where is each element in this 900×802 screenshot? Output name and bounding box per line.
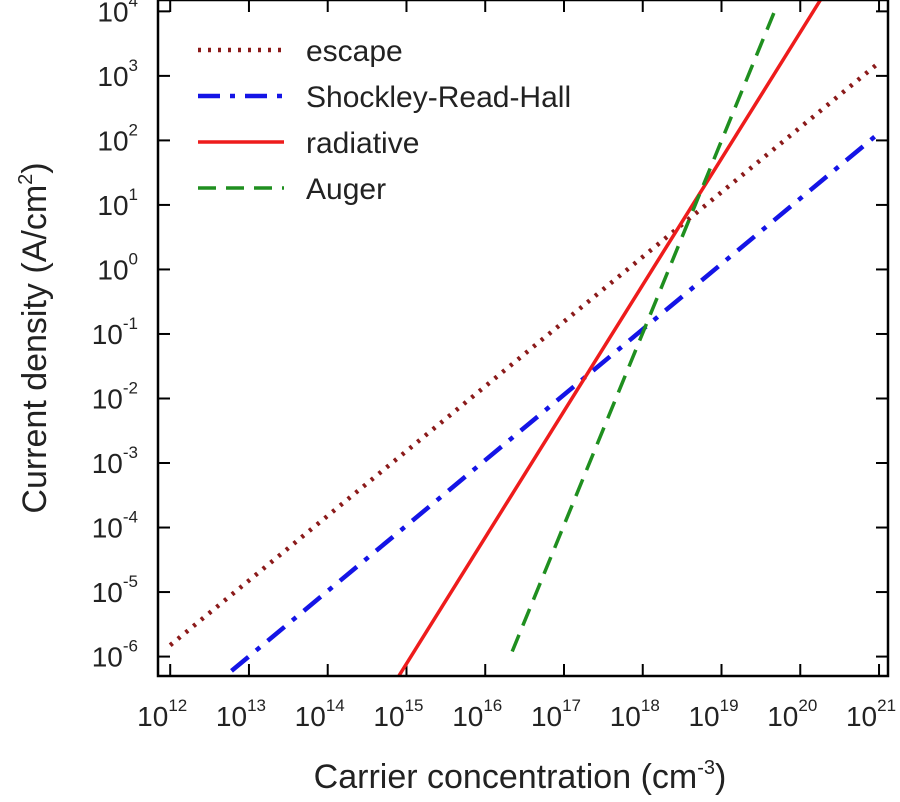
- y-tick-labels: 10-6 10-5 10-4 10-3 10-2 10-1 100 101 102 103 104: [92, 0, 138, 673]
- y-tick-label: 10-2: [92, 378, 138, 414]
- x-tick-label: 1021: [846, 696, 896, 732]
- series-line-radiative: [397, 0, 822, 676]
- x-tick-label: 1014: [295, 696, 345, 732]
- legend-label: Shockley-Read-Hall: [306, 81, 571, 114]
- plot-background: [158, 0, 888, 676]
- x-tick-label: 1019: [688, 696, 738, 732]
- x-tick-label: 1020: [767, 696, 817, 732]
- x-tick-label: 1015: [373, 696, 423, 732]
- y-tick-label: 102: [97, 120, 138, 156]
- series-lines: [168, 0, 881, 676]
- x-tick-label: 1013: [216, 696, 266, 732]
- x-axis-label: Carrier concentration (cm-3): [314, 757, 727, 796]
- legend-label: Auger: [306, 173, 386, 206]
- x-tick-label: 1017: [531, 696, 581, 732]
- legend-label: escape: [306, 35, 403, 68]
- y-tick-label: 101: [97, 185, 138, 221]
- y-tick-label: 10-5: [92, 572, 138, 608]
- y-tick-label: 10-1: [92, 314, 138, 350]
- legend-label: radiative: [306, 127, 419, 160]
- y-tick-label: 103: [97, 56, 138, 92]
- y-tick-label: 104: [97, 0, 138, 27]
- x-tick-label: 1016: [452, 696, 502, 732]
- y-tick-label: 10-3: [92, 443, 138, 479]
- y-tick-label: 10-4: [92, 508, 138, 544]
- x-tick-label: 1012: [137, 696, 187, 732]
- y-axis-label: Current density (A/cm2): [15, 162, 54, 513]
- x-tick-label: 1018: [610, 696, 660, 732]
- axis-ticks: [158, 0, 888, 676]
- y-tick-label: 100: [97, 249, 138, 285]
- series-line-auger: [510, 5, 779, 653]
- legend: escape Shockley-Read-Hall radiative Auger: [198, 35, 571, 206]
- series-line-escape: [168, 60, 881, 647]
- y-tick-label: 10-6: [92, 637, 138, 673]
- x-tick-labels: 1012 1013 1014 1015 1016 1017 1018 1019 1020 1021: [137, 696, 896, 732]
- plot-frame: [156, 0, 890, 678]
